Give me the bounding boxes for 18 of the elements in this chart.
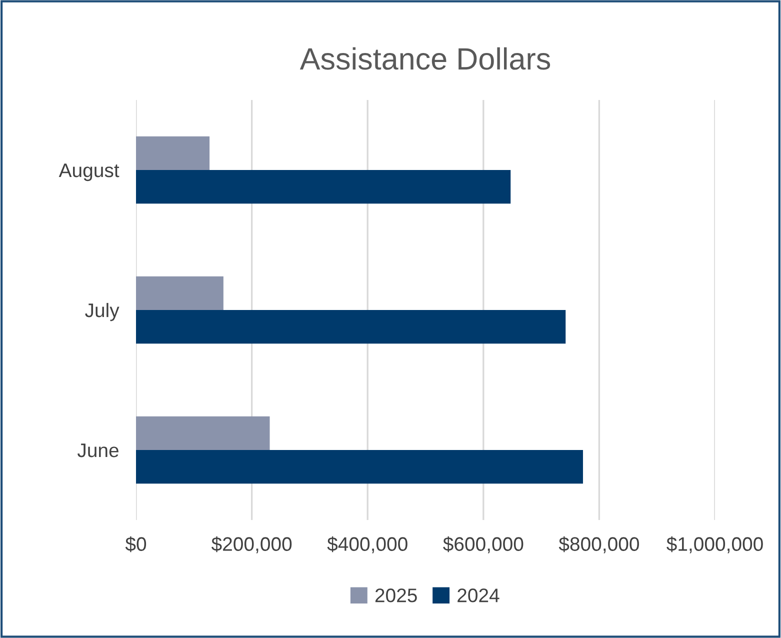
- y-tick-label: July: [85, 302, 120, 322]
- y-tick-label: June: [77, 444, 118, 458]
- x-tick-label: $400,000: [327, 536, 408, 554]
- bar: [136, 276, 224, 310]
- bar: [136, 310, 566, 344]
- bar: [136, 170, 511, 204]
- x-tick-label: $800,000: [558, 536, 639, 554]
- bar: [136, 136, 210, 170]
- legend-label: 2024: [458, 588, 500, 602]
- x-tick-label: $0: [125, 536, 146, 552]
- bar: [136, 450, 583, 484]
- x-tick-label: $200,000: [211, 536, 292, 554]
- y-tick-label: August: [58, 164, 120, 182]
- legend-label: 2025: [375, 588, 417, 602]
- x-tick-label: $600,000: [443, 536, 524, 554]
- bar: [136, 416, 270, 450]
- x-tick-label: $1,000,000: [666, 536, 763, 554]
- chart-title: Assistance Dollars: [300, 47, 550, 70]
